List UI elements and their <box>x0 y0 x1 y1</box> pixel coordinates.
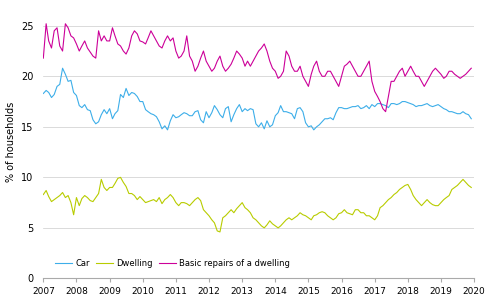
Y-axis label: % of households: % of households <box>5 102 16 182</box>
Line: Car: Car <box>43 68 471 130</box>
Line: Basic repairs of a dwelling: Basic repairs of a dwelling <box>43 24 471 112</box>
Line: Dwelling: Dwelling <box>43 177 471 232</box>
Legend: Car, Dwelling, Basic repairs of a dwelling: Car, Dwelling, Basic repairs of a dwelli… <box>52 256 294 271</box>
